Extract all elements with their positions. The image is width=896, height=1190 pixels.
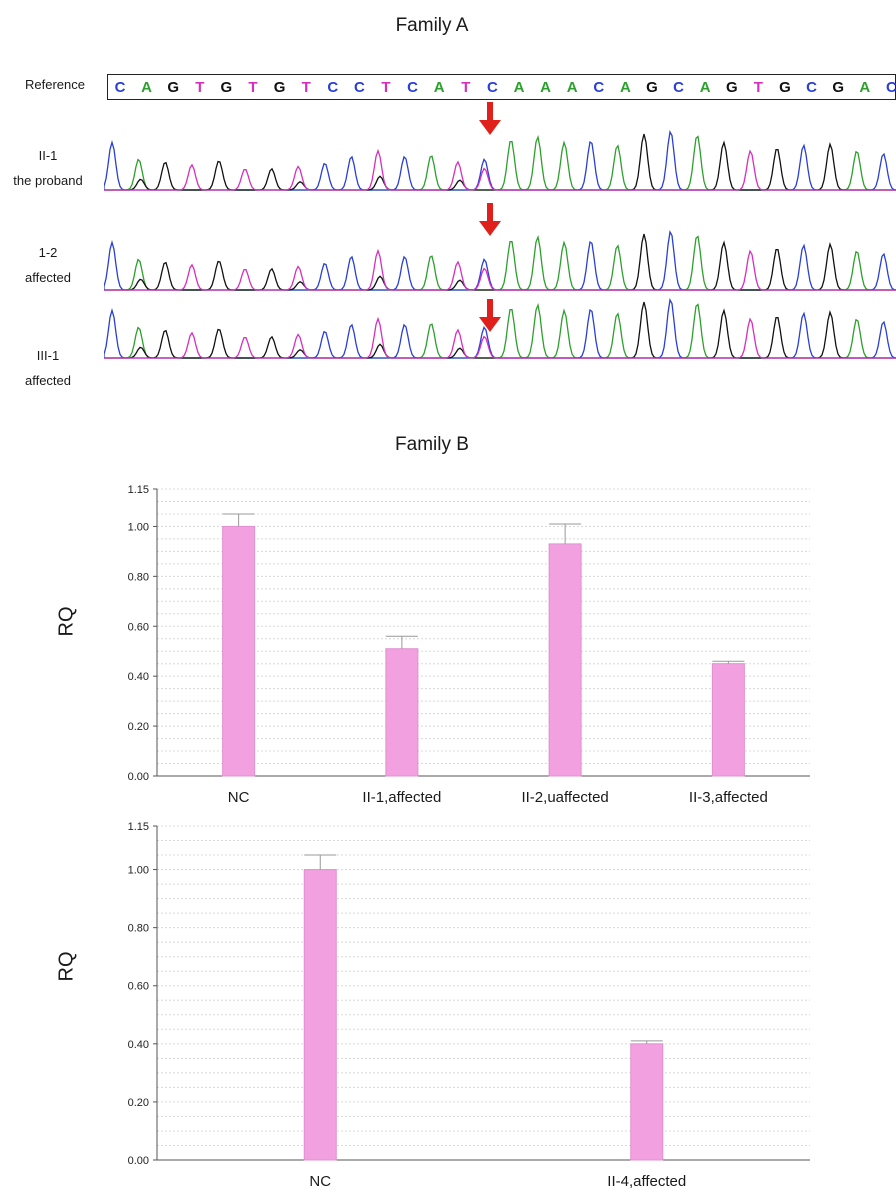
y-tick-label: 0.40 — [128, 671, 149, 683]
reference-base: T — [195, 79, 205, 96]
reference-base: C — [885, 79, 896, 96]
x-category-label: II-3,affected — [688, 789, 768, 806]
family-b-title: Family B — [395, 434, 469, 455]
reference-base: A — [540, 79, 552, 96]
reference-base: C — [353, 79, 365, 96]
x-category-label: NC — [227, 789, 250, 806]
reference-base: A — [566, 79, 578, 96]
reference-base: T — [301, 79, 311, 96]
trace-channel-t — [104, 316, 896, 359]
reference-base: C — [673, 79, 685, 96]
y-tick-label: 1.15 — [128, 484, 149, 496]
reference-base: A — [141, 79, 153, 96]
x-category-label: II-4,affected — [607, 1173, 687, 1190]
reference-base: T — [753, 79, 763, 96]
sample-2-status: affected — [24, 270, 72, 285]
sample-3-status: affected — [24, 373, 72, 388]
reference-base: A — [513, 79, 525, 96]
chromatogram-trace-2 — [104, 230, 896, 291]
sample-label-1: II-1 the proband — [0, 143, 96, 193]
reference-base: G — [220, 79, 233, 96]
y-tick-label: 0.20 — [128, 721, 149, 733]
y-tick-label: 0.60 — [128, 981, 149, 993]
y-tick-label: 1.00 — [128, 865, 149, 877]
sample-2-id: 1-2 — [38, 245, 58, 260]
bar — [303, 869, 337, 1161]
reference-base: A — [433, 79, 445, 96]
y-tick-label: 0.40 — [128, 1039, 149, 1051]
reference-base: C — [327, 79, 339, 96]
x-category-label: II-1,affected — [362, 789, 442, 806]
reference-base: C — [407, 79, 419, 96]
reference-base: C — [114, 79, 126, 96]
bar — [711, 663, 745, 777]
reference-base: C — [806, 79, 818, 96]
reference-base: G — [273, 79, 286, 96]
reference-base: G — [646, 79, 658, 96]
reference-base: G — [832, 79, 845, 96]
reference-base: A — [619, 79, 631, 96]
reference-base: C — [593, 79, 605, 96]
sample-1-id: II-1 — [38, 148, 58, 163]
sample-3-id: III-1 — [36, 348, 60, 363]
reference-base: A — [699, 79, 711, 96]
y-tick-label: 0.20 — [128, 1097, 149, 1109]
x-category-label: II-2,uaffected — [521, 789, 609, 806]
bar — [222, 525, 256, 777]
bar — [548, 543, 582, 777]
reference-base: G — [167, 79, 180, 96]
family-a-title: Family A — [395, 15, 469, 36]
y-tick-label: 0.60 — [128, 621, 149, 633]
bar — [385, 648, 419, 777]
y-tick-label: 1.00 — [128, 521, 149, 533]
mutation-arrow-icon — [479, 102, 501, 135]
y-tick-label: 1.15 — [128, 821, 149, 833]
y-tick-label: 0.80 — [128, 923, 149, 935]
reference-base: T — [461, 79, 471, 96]
chromatogram-trace-1 — [104, 130, 896, 191]
y-tick-label: 0.00 — [128, 1155, 149, 1167]
x-category-label: NC — [309, 1173, 332, 1190]
reference-base: G — [779, 79, 791, 96]
sample-1-status: the proband — [13, 173, 83, 188]
reference-base: G — [725, 79, 738, 96]
sample-label-2: 1-2 affected — [0, 240, 96, 290]
bar — [630, 1043, 664, 1161]
trace-channel-t — [104, 148, 896, 191]
reference-base: C — [486, 79, 498, 96]
y-tick-label: 0.80 — [128, 571, 149, 583]
y-tick-label: 0.00 — [128, 771, 149, 783]
reference-label: Reference — [25, 77, 85, 92]
mutation-arrow-icon — [479, 203, 501, 236]
sample-label-3: III-1 affected — [0, 343, 96, 393]
mutation-arrow-icon — [479, 299, 501, 332]
trace-channel-t — [104, 248, 896, 291]
chromatogram-trace-3 — [104, 298, 896, 359]
reference-base: T — [248, 79, 258, 96]
reference-base: A — [859, 79, 871, 96]
reference-base: T — [381, 79, 391, 96]
